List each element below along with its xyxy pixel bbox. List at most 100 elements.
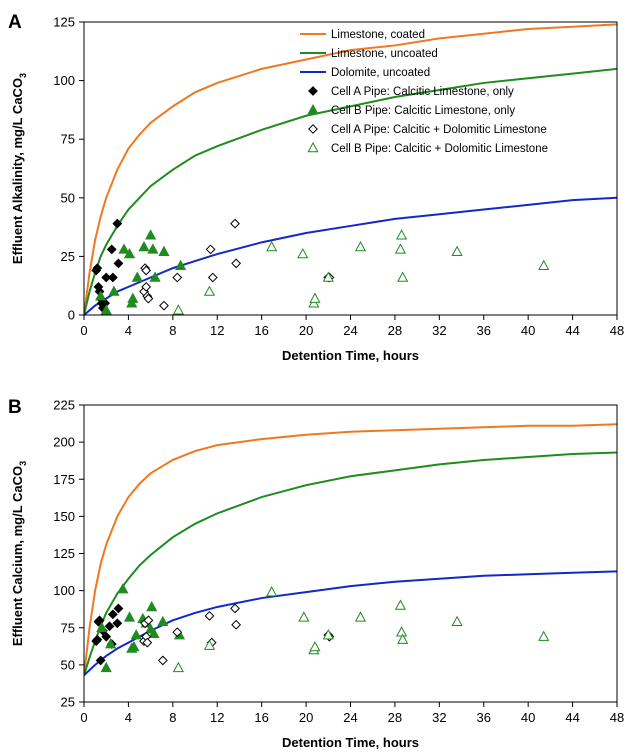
panel-b-data-point xyxy=(298,611,310,622)
panel-a-x-tick-label: 8 xyxy=(169,323,176,338)
panel-a-series-2 xyxy=(84,67,617,315)
panel-b-y-tick-label: 75 xyxy=(61,620,75,635)
legend-item: Cell B Pipe: Calcitic Limestone, only xyxy=(307,103,515,117)
panel-b-data-point xyxy=(172,661,184,673)
panel-a-data-point xyxy=(101,272,112,283)
panel-a-x-tick-label: 32 xyxy=(432,323,446,338)
panel-b-chart: 0 4 8 12 16 20 24 28 32 36 40 44 4825507510012515017… xyxy=(10,398,624,751)
panel-b-y-tick-label: 175 xyxy=(53,472,75,487)
panel-b-data-point xyxy=(107,609,118,620)
panel-a-curve-line xyxy=(84,67,617,315)
panel-b-data-point xyxy=(92,634,103,645)
panel-a-data-point xyxy=(354,240,367,252)
panel-a-data-point xyxy=(107,272,118,283)
panel-b-data-point xyxy=(231,619,242,630)
legend-label: Cell A Pipe: Calcitic Limestone, only xyxy=(331,86,514,98)
panel-a-x-tick-label: 20 xyxy=(299,323,313,338)
panel-b-x-tick-label: 40 xyxy=(521,710,535,725)
panel-a-data-point xyxy=(141,265,152,276)
panel-b-data-point xyxy=(354,611,367,622)
panel-a-curve-line xyxy=(84,23,617,315)
legend-marker-swatch xyxy=(307,141,319,153)
panel-b-data-point xyxy=(143,615,154,626)
panel-a-data-point xyxy=(297,248,309,259)
panel-a-data-point xyxy=(112,218,123,229)
legend: Limestone, coated Limestone, uncoated Dolo… xyxy=(300,29,548,155)
panel-a-data-point xyxy=(203,285,216,296)
panel-b-data-point xyxy=(130,629,142,640)
panel-b-y-tick-label: 100 xyxy=(53,583,75,598)
panel-b-data-point xyxy=(322,629,334,640)
panel-b-series-1 xyxy=(84,423,617,676)
panel-b-data-point xyxy=(94,615,105,626)
panel-a-data-point xyxy=(95,290,107,301)
panel-a-y-tick-label: 100 xyxy=(53,73,75,88)
legend-label: Limestone, coated xyxy=(331,29,425,41)
panel-b-data-point xyxy=(105,638,117,649)
panel-a-data-point xyxy=(108,285,120,296)
panel-a-series-7 xyxy=(172,229,550,315)
panel-a-data-point xyxy=(322,271,334,282)
panel-b-data-point xyxy=(157,615,169,627)
panel-b-data-point xyxy=(538,630,550,641)
panel-b-y-axis-label-subscript: 3 xyxy=(18,461,28,466)
panel-a-data-point xyxy=(145,229,157,240)
panel-a-data-point xyxy=(266,240,278,252)
panel-a-y-tick-label: 25 xyxy=(61,249,75,264)
panel-a-x-tick-label: 36 xyxy=(477,323,491,338)
panel-b-x-tick-label: 8 xyxy=(169,710,176,725)
panel-b-data-point xyxy=(96,621,108,632)
panel-b-y-tick-label: 50 xyxy=(61,657,75,672)
panel-a-data-point xyxy=(149,271,161,282)
panel-a-y-axis-label-subscript: 3 xyxy=(18,73,28,78)
panel-a-data-point xyxy=(100,304,112,315)
legend-item: Cell A Pipe: Calcitic + Dolomitic Limest… xyxy=(308,124,547,136)
panel-b-x-tick-label: 12 xyxy=(210,710,224,725)
panel-a-data-point xyxy=(131,271,143,282)
panel-a-data-point xyxy=(123,248,136,259)
panel-b-data-point xyxy=(146,600,158,612)
legend-item: Limestone, coated xyxy=(300,29,425,41)
panel-b-data-point xyxy=(204,610,215,621)
panel-b-data-point xyxy=(157,655,168,666)
panel-a-data-point xyxy=(397,271,409,282)
panel-a-series-1 xyxy=(84,23,617,315)
panel-a-data-point xyxy=(205,244,216,255)
panel-b-x-tick-label: 16 xyxy=(254,710,268,725)
panel-a-data-point xyxy=(147,243,159,254)
panel-a-data-point xyxy=(538,259,550,271)
legend-item: Limestone, uncoated xyxy=(300,48,438,60)
panel-a-data-point xyxy=(172,304,184,315)
panel-a-y-tick-label: 75 xyxy=(61,132,75,147)
panel-a-y-axis-label-text: Effluent Alkalinity, mg/L CaCO xyxy=(10,78,25,264)
legend-label: Limestone, uncoated xyxy=(331,48,438,60)
panel-b-y-tick-label: 25 xyxy=(61,695,75,710)
panel-b-series-7 xyxy=(172,586,550,673)
panel-a-y-tick-label: 0 xyxy=(68,308,75,323)
panel-a-data-point xyxy=(92,263,103,274)
panel-b-y-tick-label: 200 xyxy=(53,435,75,450)
panel-a-data-point xyxy=(106,244,117,255)
panel-a-series-3 xyxy=(84,196,617,315)
panel-a-curve-line xyxy=(84,196,617,315)
legend-item: Cell A Pipe: Calcitic Limestone, only xyxy=(308,86,514,98)
panel-b-curve-line xyxy=(84,570,617,677)
panel-b-x-tick-label: 24 xyxy=(343,710,357,725)
panel-a-data-point xyxy=(309,292,321,303)
panel-a-x-tick-label: 0 xyxy=(80,323,87,338)
panel-b-x-tick-label: 32 xyxy=(432,710,446,725)
panel-b-x-tick-label: 48 xyxy=(610,710,624,725)
panel-b-x-tick-label: 44 xyxy=(565,710,579,725)
panel-b-x-tick-label: 4 xyxy=(125,710,132,725)
panel-b-x-tick-label: 28 xyxy=(388,710,402,725)
panel-b-x-tick-label: 0 xyxy=(80,710,87,725)
panel-b-series-2 xyxy=(84,451,617,676)
panel-b-data-point xyxy=(230,603,240,614)
legend-marker-swatch xyxy=(308,124,318,134)
panel-b-data-point xyxy=(309,641,321,652)
legend-label: Cell B Pipe: Calcitic Limestone, only xyxy=(331,105,515,117)
panel-a-data-point xyxy=(395,229,408,240)
panel-b-data-point xyxy=(172,627,183,638)
panel-a-x-axis-label: Detention Time, hours xyxy=(282,348,419,363)
